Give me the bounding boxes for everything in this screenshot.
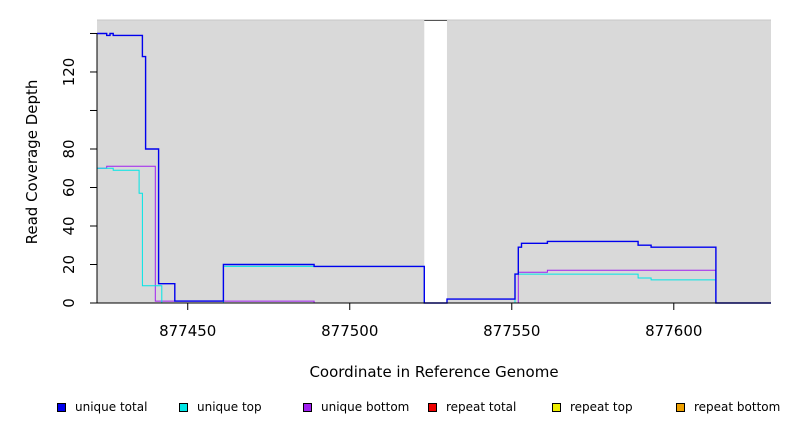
- y-tick-label: 80: [60, 139, 78, 158]
- legend-item-repeat-total: repeat total: [428, 400, 516, 414]
- legend: unique total unique top unique bottom re…: [0, 400, 792, 420]
- legend-item-unique-top: unique top: [179, 400, 262, 414]
- y-tick-label: 60: [60, 178, 78, 197]
- x-tick-label: 877550: [483, 322, 540, 340]
- y-tick-label: 40: [60, 216, 78, 235]
- legend-item-unique-bottom: unique bottom: [303, 400, 409, 414]
- legend-swatch: [428, 402, 437, 412]
- legend-swatch: [552, 402, 561, 412]
- legend-item-unique-total: unique total: [57, 400, 147, 414]
- legend-item-repeat-top: repeat top: [552, 400, 633, 414]
- legend-item-repeat-bottom: repeat bottom: [676, 400, 780, 414]
- y-axis-title: Read Coverage Depth: [23, 80, 41, 245]
- y-tick-label: 0: [60, 298, 78, 308]
- x-tick-label: 877450: [159, 322, 216, 340]
- y-tick-label: 20: [60, 255, 78, 274]
- y-tick-label: 120: [60, 58, 78, 87]
- legend-label: unique bottom: [321, 400, 410, 414]
- x-axis-title: Coordinate in Reference Genome: [309, 363, 558, 381]
- x-tick-label: 877500: [321, 322, 378, 340]
- legend-swatch: [57, 402, 66, 412]
- x-axis: 877450 877500 877550 877600: [97, 302, 771, 340]
- coverage-gap: [424, 20, 447, 303]
- legend-label: unique total: [75, 400, 148, 414]
- legend-swatch: [179, 402, 188, 412]
- series-line-unique-top: [97, 167, 771, 304]
- legend-label: repeat total: [446, 400, 517, 414]
- legend-swatch: [303, 402, 312, 412]
- legend-label: unique top: [197, 400, 262, 414]
- y-axis: 0 20 40 60 80 120: [60, 32, 98, 308]
- series-line-unique-total: [97, 32, 771, 304]
- x-tick-label: 877600: [645, 322, 702, 340]
- legend-label: repeat bottom: [694, 400, 781, 414]
- legend-label: repeat top: [570, 400, 633, 414]
- legend-swatch: [676, 402, 685, 412]
